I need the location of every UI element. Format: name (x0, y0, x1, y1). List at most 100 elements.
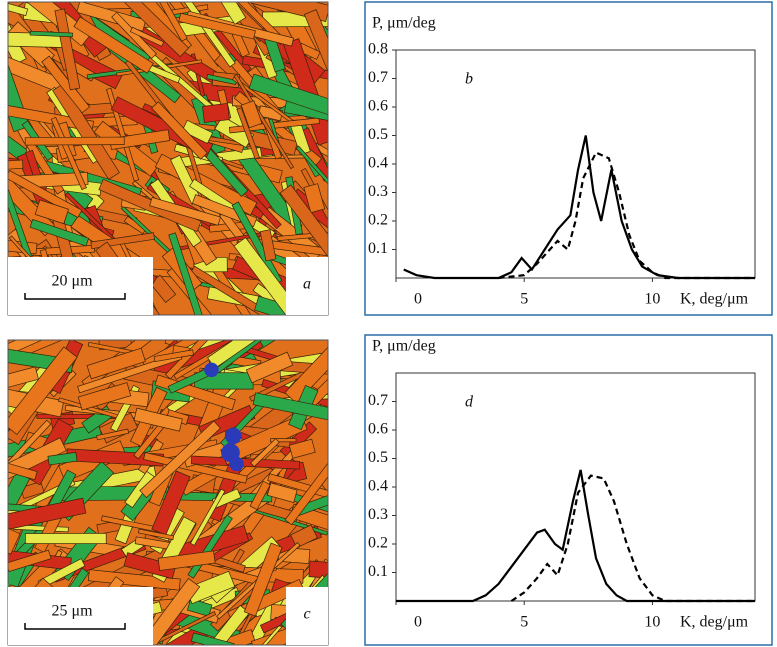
panel-label: c (303, 606, 310, 623)
grain (77, 382, 132, 411)
y-axis-label: P, μm/deg (372, 15, 436, 32)
y-tick-label: 0.4 (368, 155, 388, 172)
y-tick-label: 0.3 (368, 183, 388, 200)
grain (8, 549, 52, 573)
grain (236, 107, 261, 160)
grain (190, 488, 226, 546)
grain (24, 136, 125, 146)
series-line (498, 151, 755, 280)
y-tick-label: 0.3 (368, 506, 388, 523)
grain (29, 30, 73, 38)
grain (73, 16, 154, 74)
grain (121, 2, 190, 58)
panel-label: b (465, 71, 473, 88)
grain (151, 470, 191, 536)
y-tick-label: 0.6 (368, 98, 388, 115)
grain (139, 2, 188, 42)
grain (249, 480, 271, 511)
x-tick-label: 0 (414, 291, 422, 308)
micrograph-frame (7, 339, 329, 646)
plot-area (395, 49, 756, 279)
micrograph (8, 2, 328, 315)
grain (217, 2, 247, 25)
grain (204, 362, 219, 378)
grain (87, 569, 181, 591)
grain (245, 351, 294, 384)
grain (229, 456, 244, 472)
grain (195, 604, 250, 645)
chart-frame (364, 1, 773, 316)
grain (29, 218, 90, 247)
grain (149, 196, 221, 226)
grain (86, 347, 146, 380)
grain (153, 349, 194, 363)
grain (137, 528, 175, 541)
scale-bar-label: 20 μm (51, 273, 93, 290)
grain (157, 550, 216, 571)
panel-label: d (465, 394, 474, 411)
grain (8, 366, 39, 395)
x-tick-label: 10 (644, 291, 660, 308)
grain (50, 116, 87, 191)
grain (248, 73, 328, 123)
grain (25, 533, 107, 544)
grain (129, 26, 165, 47)
grain (243, 542, 283, 617)
grain (165, 340, 240, 380)
panel-label-box (286, 257, 328, 315)
grain (8, 527, 21, 555)
panel-label: a (303, 276, 311, 293)
grain (8, 346, 78, 435)
y-tick-label: 0.2 (368, 535, 388, 552)
grain (259, 229, 277, 262)
grain (303, 183, 326, 214)
grain (284, 341, 328, 404)
micrograph-frame (7, 1, 329, 316)
x-tick-label: 10 (644, 614, 660, 631)
grain (168, 232, 208, 315)
grain (151, 101, 208, 160)
grain (233, 73, 294, 170)
grain (52, 83, 120, 180)
grain (178, 12, 256, 40)
x-tick-label: 5 (520, 614, 528, 631)
y-tick-label: 0.5 (368, 126, 388, 143)
grain (106, 87, 140, 182)
y-tick-label: 0.6 (368, 421, 388, 438)
scale-bar (24, 623, 126, 630)
x-axis-label: K, deg/μm (680, 291, 749, 308)
grain (133, 407, 183, 432)
grain (190, 632, 235, 645)
y-tick-label: 0.8 (368, 41, 388, 58)
scale-bar-box (8, 257, 153, 315)
grain (11, 2, 93, 47)
grain (8, 170, 83, 218)
series-line (403, 135, 755, 280)
y-tick-label: 0.1 (368, 240, 388, 257)
scale-bar-label: 25 μm (51, 603, 93, 620)
grain (8, 497, 87, 533)
grain (8, 458, 38, 481)
grain (76, 2, 147, 32)
series-line (396, 469, 755, 603)
chart-frame (364, 334, 773, 646)
y-tick-label: 0.5 (368, 449, 388, 466)
grain (190, 455, 301, 470)
scale-bar-box (8, 587, 153, 645)
y-axis-label: P, μm/deg (372, 338, 436, 355)
grain (266, 482, 298, 503)
y-tick-label: 0.7 (368, 392, 388, 409)
scale-bar (24, 293, 126, 300)
grain (123, 552, 177, 580)
x-axis-label: K, deg/μm (680, 614, 749, 631)
grain (8, 102, 95, 132)
y-tick-label: 0.1 (368, 563, 388, 580)
grain (96, 428, 130, 441)
grain (181, 119, 214, 144)
x-tick-label: 5 (520, 291, 528, 308)
grain (308, 560, 328, 579)
grain (47, 451, 78, 466)
grain (267, 473, 328, 511)
grain (250, 438, 280, 468)
